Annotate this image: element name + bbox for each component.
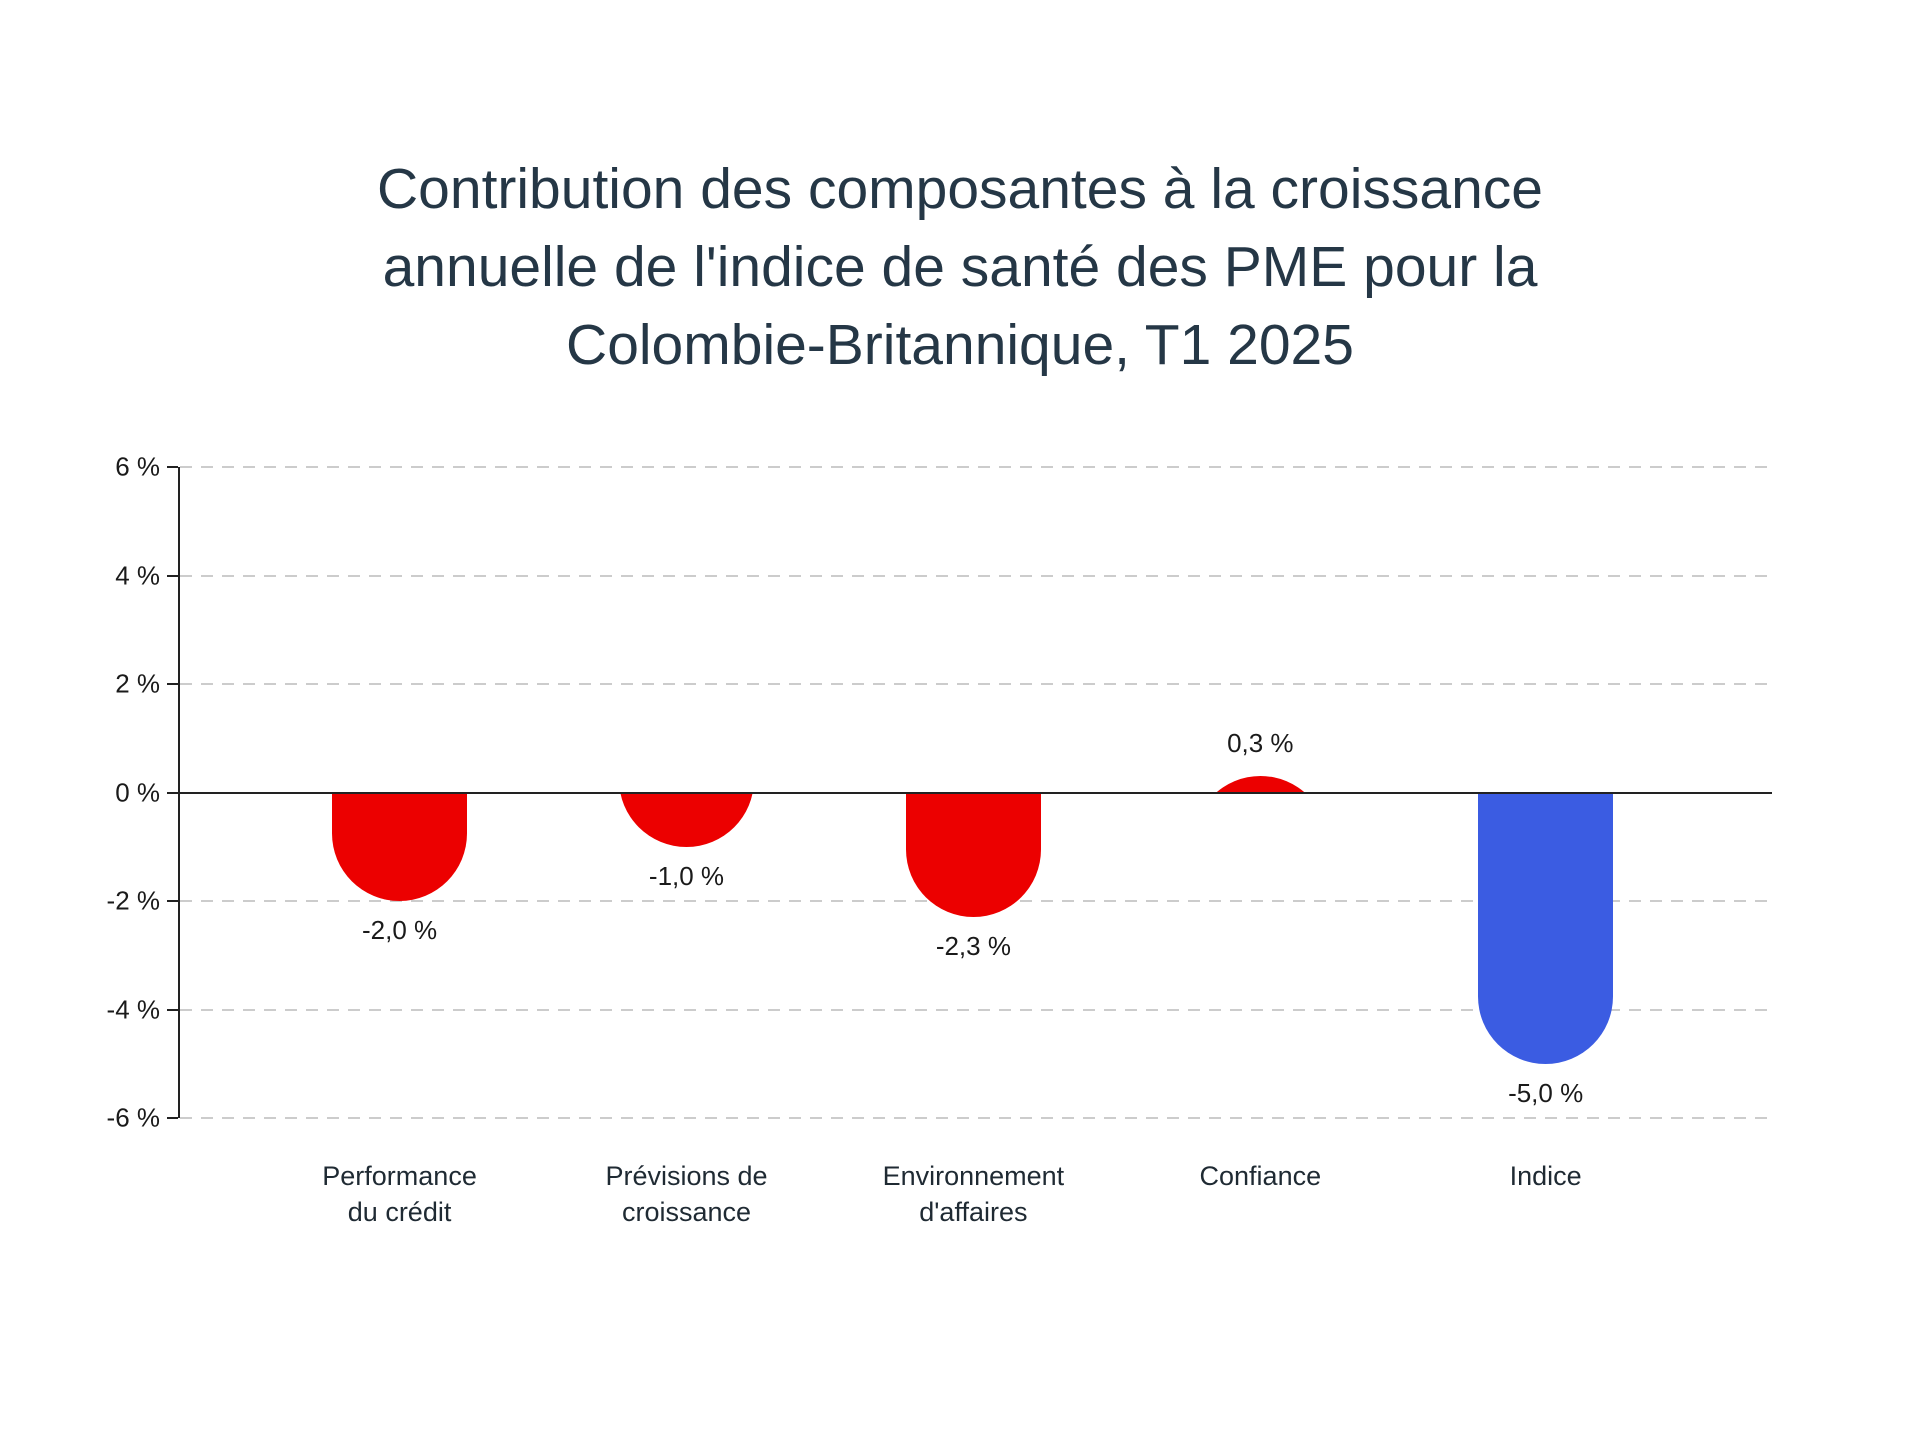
y-tick-label: -4 % — [106, 994, 160, 1024]
category-label-line: Performance — [322, 1161, 477, 1191]
y-tick-mark — [167, 1008, 178, 1011]
category-label-line: Indice — [1509, 1161, 1582, 1191]
category-label-line: Prévisions de — [605, 1161, 768, 1191]
category-label-previsions-de-croissance: Prévisions de croissance — [526, 1158, 846, 1231]
chart-title: Contribution des composantes à la croiss… — [0, 150, 1920, 384]
category-label-line: Confiance — [1199, 1161, 1322, 1191]
bar-previsions-de-croissance — [618, 792, 754, 847]
category-label-line: croissance — [621, 1197, 752, 1228]
category-label-indice: Indice — [1386, 1158, 1706, 1194]
value-label-previsions-de-croissance: -1,0 % — [648, 860, 725, 891]
chart-title-line-1: Contribution des composantes à la croiss… — [377, 157, 1543, 221]
bar-confiance — [1192, 776, 1328, 793]
category-label-confiance: Confiance — [1100, 1158, 1420, 1194]
bar-shape-previsions-de-croissance — [618, 792, 754, 847]
bar-shape-indice — [1478, 792, 1614, 1064]
category-label-line: d'affaires — [919, 1197, 1028, 1228]
y-tick-mark — [167, 574, 178, 577]
gridline-4 — [180, 574, 1772, 577]
y-tick-mark — [167, 466, 178, 468]
chart-title-line-2: annuelle de l'indice de santé des PME po… — [382, 235, 1538, 300]
gridline--4 — [180, 1008, 1772, 1011]
y-tick-label: 0 % — [115, 777, 160, 807]
value-label-performance-du-credit: -2,0 % — [361, 915, 438, 945]
gridline--6 — [180, 1117, 1772, 1119]
category-label-line: Environnement — [882, 1161, 1065, 1191]
y-tick-mark — [167, 791, 178, 794]
bar-indice — [1478, 792, 1614, 1064]
category-label-performance-du-credit: Performance du crédit — [240, 1158, 560, 1231]
value-label-environnement-d-affaires: -2,3 % — [935, 931, 1011, 962]
y-tick-label: 4 % — [115, 560, 160, 590]
bar-shape-environnement-d-affaires — [905, 792, 1041, 918]
y-tick-mark — [167, 683, 178, 685]
y-tick-label: 2 % — [115, 668, 160, 699]
bar-environnement-d-affaires — [905, 792, 1041, 918]
y-tick-label: 6 % — [115, 451, 160, 482]
y-tick-label: -6 % — [106, 1102, 160, 1133]
plot-area: 6 % 4 % 2 % 0 % -2 % -4 % -6 % -2,0 % Performanc… — [107, 452, 1772, 1227]
zero-baseline — [178, 791, 1772, 794]
y-tick-label: -2 % — [106, 885, 160, 916]
bar-shape-performance-du-credit — [332, 792, 468, 901]
y-tick-mark — [167, 900, 178, 902]
bar-shape-confiance — [1192, 776, 1328, 793]
y-tick-mark — [167, 1117, 178, 1119]
value-label-indice: -5,0 % — [1508, 1077, 1584, 1108]
gridline-6 — [180, 466, 1772, 468]
bar-performance-du-credit — [332, 792, 468, 901]
chart-title-line-3: Colombie-Britannique, T1 2025 — [566, 313, 1354, 378]
value-label-confiance: 0,3 % — [1227, 728, 1294, 759]
category-label-line: du crédit — [347, 1197, 452, 1228]
category-label-environnement-d-affaires: Environnement d'affaires — [813, 1158, 1133, 1231]
gridline-2 — [180, 683, 1772, 685]
